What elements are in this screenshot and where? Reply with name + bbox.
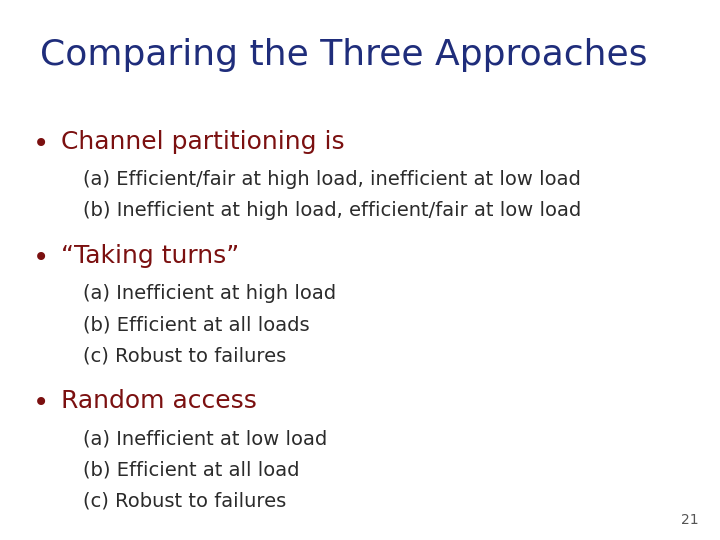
- Text: •: •: [32, 244, 49, 272]
- Text: (c) Robust to failures: (c) Robust to failures: [83, 347, 286, 366]
- Text: Random access: Random access: [61, 389, 257, 413]
- Text: 21: 21: [681, 512, 698, 526]
- Text: (a) Inefficient at high load: (a) Inefficient at high load: [83, 284, 336, 303]
- Text: •: •: [32, 389, 49, 417]
- Text: •: •: [32, 130, 49, 158]
- Text: (b) Efficient at all loads: (b) Efficient at all loads: [83, 315, 310, 334]
- Text: Comparing the Three Approaches: Comparing the Three Approaches: [40, 38, 647, 72]
- Text: (a) Inefficient at low load: (a) Inefficient at low load: [83, 429, 327, 448]
- Text: (b) Inefficient at high load, efficient/fair at low load: (b) Inefficient at high load, efficient/…: [83, 201, 581, 220]
- Text: Channel partitioning is: Channel partitioning is: [61, 130, 345, 153]
- Text: “Taking turns”: “Taking turns”: [61, 244, 240, 267]
- Text: (a) Efficient/fair at high load, inefficient at low load: (a) Efficient/fair at high load, ineffic…: [83, 170, 580, 189]
- Text: (b) Efficient at all load: (b) Efficient at all load: [83, 461, 300, 480]
- Text: (c) Robust to failures: (c) Robust to failures: [83, 492, 286, 511]
